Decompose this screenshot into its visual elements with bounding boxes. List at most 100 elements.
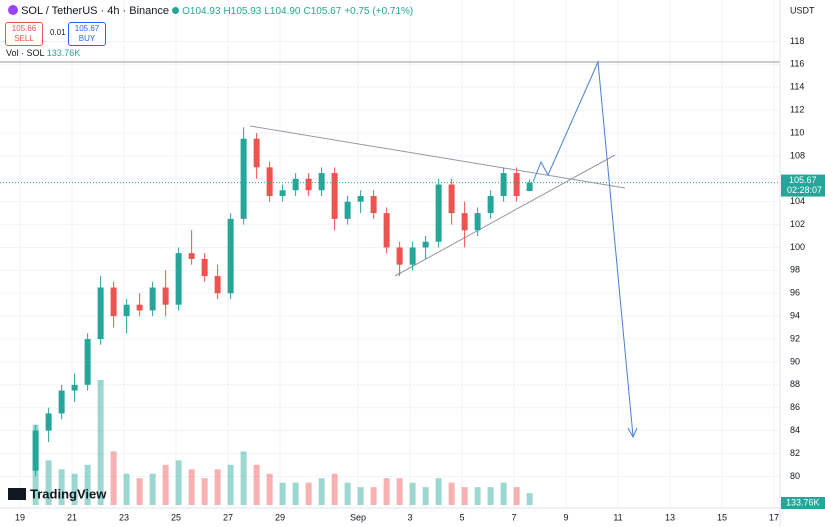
candle-body bbox=[32, 430, 39, 471]
volume-bar bbox=[188, 469, 195, 505]
volume-tag-label: 133.76K bbox=[786, 497, 820, 507]
candle-body bbox=[214, 276, 221, 294]
volume-bar bbox=[45, 460, 52, 505]
countdown: 02:28:07 bbox=[787, 185, 822, 195]
logo-text: TradingView bbox=[30, 486, 107, 501]
y-tick-label: 84 bbox=[790, 425, 800, 435]
volume-bar bbox=[357, 487, 364, 505]
candle-body bbox=[383, 213, 390, 248]
volume-bar bbox=[526, 493, 533, 505]
y-tick-label: 110 bbox=[790, 127, 804, 137]
y-tick-label: 104 bbox=[790, 196, 805, 206]
y-tick-label: 118 bbox=[790, 36, 804, 46]
y-tick-label: 86 bbox=[790, 402, 800, 412]
y-tick-label: 80 bbox=[790, 471, 800, 481]
volume-bar bbox=[201, 478, 208, 505]
volume-bar bbox=[487, 487, 494, 505]
logo-mark bbox=[8, 488, 26, 500]
y-tick-label: 88 bbox=[790, 379, 800, 389]
last-price-tag bbox=[781, 174, 825, 197]
y-tick-label: 94 bbox=[790, 311, 800, 321]
volume-value: 133.76K bbox=[46, 48, 81, 58]
candle-body bbox=[292, 178, 299, 191]
x-tick-label: Sep bbox=[350, 512, 366, 522]
y-tick-label: 90 bbox=[790, 356, 800, 366]
buy-button[interactable]: 105.67 BUY bbox=[68, 22, 106, 46]
candle-body bbox=[175, 253, 182, 305]
symbol-bar: SOL / TetherUS · 4h · Binance O104.93 H10… bbox=[8, 5, 416, 17]
candle-body bbox=[45, 413, 52, 431]
candle-body bbox=[500, 173, 507, 196]
volume-bar bbox=[162, 464, 169, 505]
ohlc-value: +0.75 (+0.71%) bbox=[344, 6, 414, 17]
ohlc-value: L104.90 bbox=[264, 6, 301, 17]
candle-body bbox=[409, 247, 416, 265]
volume-bar bbox=[123, 473, 130, 505]
candle-body bbox=[422, 241, 429, 248]
candle-body bbox=[344, 201, 351, 219]
candle-body bbox=[435, 184, 442, 242]
arrow-head bbox=[627, 427, 638, 439]
candle-body bbox=[487, 195, 494, 214]
x-tick-label: 9 bbox=[564, 512, 569, 522]
symbol-icon bbox=[8, 5, 18, 15]
volume-bar bbox=[279, 482, 286, 505]
y-tick-label: 112 bbox=[790, 104, 804, 114]
volume-bar bbox=[110, 451, 117, 505]
symbol[interactable]: SOL / TetherUS · 4h · Binance bbox=[21, 5, 170, 17]
projection-path[interactable] bbox=[532, 60, 634, 437]
y-tick-label: 98 bbox=[790, 265, 800, 275]
x-tick-label: 21 bbox=[67, 512, 77, 522]
x-tick-label: 17 bbox=[769, 512, 779, 522]
candle-body bbox=[110, 287, 117, 317]
x-tick-label: 29 bbox=[275, 512, 285, 522]
trend-line[interactable] bbox=[249, 125, 626, 189]
volume-bar bbox=[149, 473, 156, 505]
sell-price: 105.66 bbox=[11, 24, 37, 33]
volume-bar bbox=[422, 487, 429, 505]
volume-bar bbox=[344, 482, 351, 505]
volume-bar bbox=[396, 478, 403, 505]
volume-bar bbox=[240, 451, 247, 505]
volume-bar bbox=[214, 469, 221, 505]
candle-body bbox=[253, 138, 260, 168]
candle-body bbox=[526, 182, 533, 192]
volume-bar bbox=[409, 482, 416, 505]
candle-body bbox=[331, 173, 338, 219]
x-tick-label: 13 bbox=[665, 512, 675, 522]
currency[interactable]: USDT bbox=[790, 5, 815, 15]
volume-bar bbox=[500, 482, 507, 505]
spread: 0.01 bbox=[50, 28, 66, 37]
y-tick-label: 114 bbox=[790, 82, 804, 92]
volume-bar bbox=[474, 487, 481, 505]
candle-body bbox=[240, 138, 247, 219]
x-tick-label: 27 bbox=[223, 512, 233, 522]
y-tick-label: 108 bbox=[790, 150, 805, 160]
candle-body bbox=[227, 218, 234, 294]
volume-bar bbox=[331, 473, 338, 505]
volume-bar bbox=[136, 478, 143, 505]
candle-body bbox=[318, 173, 325, 191]
volume-bar bbox=[318, 478, 325, 505]
x-tick-label: 19 bbox=[15, 512, 25, 522]
volume-legend: Vol · SOL 133.76K bbox=[6, 48, 80, 58]
sell-button[interactable]: 105.66 SELL bbox=[5, 22, 43, 46]
volume-bar bbox=[435, 478, 442, 505]
candle-body bbox=[513, 173, 520, 196]
candle-body bbox=[149, 287, 156, 311]
y-tick-label: 96 bbox=[790, 288, 800, 298]
volume-tag bbox=[781, 497, 825, 509]
trend-line[interactable] bbox=[394, 154, 616, 277]
sell-label: SELL bbox=[14, 34, 34, 43]
candle-body bbox=[188, 253, 195, 259]
volume-title: Vol · SOL bbox=[6, 48, 45, 58]
volume-bar bbox=[461, 487, 468, 505]
volume-bar bbox=[305, 482, 312, 505]
y-tick-label: 100 bbox=[790, 242, 805, 252]
candle-body bbox=[396, 247, 403, 265]
volume-bar bbox=[448, 482, 455, 505]
volume-bar bbox=[71, 473, 78, 505]
candle-body bbox=[370, 195, 377, 214]
y-tick-label: 82 bbox=[790, 448, 800, 458]
